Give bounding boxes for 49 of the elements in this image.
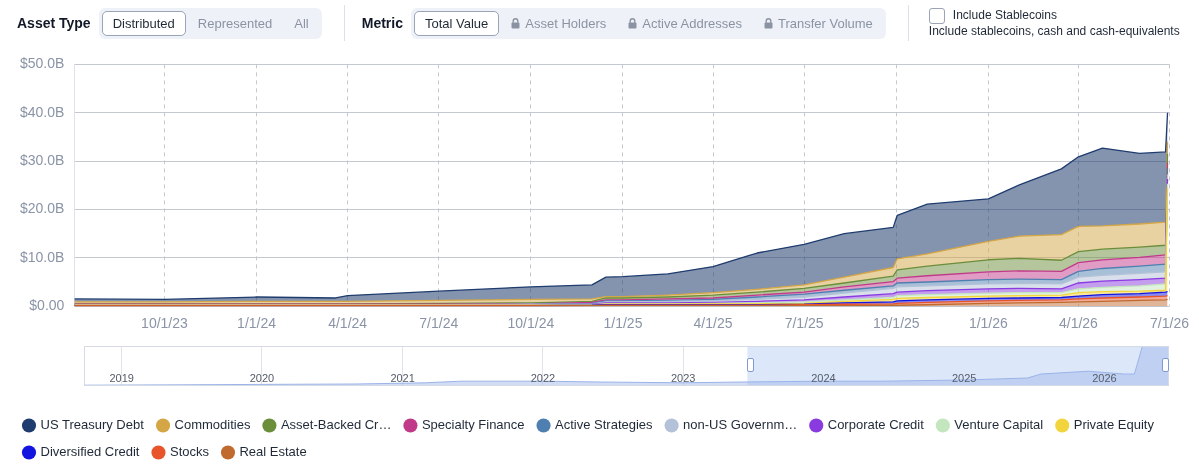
legend-label: Private Equity xyxy=(1073,417,1155,433)
y-tick-label: $30.0B xyxy=(20,151,65,168)
legend-label: Diversified Credit xyxy=(40,444,140,460)
x-tick-label: 7/1/26 xyxy=(1150,315,1190,332)
x-tick-label: 7/1/24 xyxy=(419,315,459,332)
text: All xyxy=(293,14,310,33)
legend-label: US Treasury Debt xyxy=(40,417,145,433)
legend-label: Specialty Finance xyxy=(421,417,525,433)
x-tick-label: 10/1/23 xyxy=(141,315,189,332)
legend-label: non-US Governm… xyxy=(683,417,798,433)
x-tick-label: 1/1/25 xyxy=(603,315,643,332)
text: Metric xyxy=(361,15,403,31)
x-tick-label: 4/1/25 xyxy=(693,315,733,332)
y-tick-label: $10.0B xyxy=(20,248,65,265)
text: Active Addresses xyxy=(641,14,743,33)
legend-label: Venture Capital xyxy=(954,417,1044,433)
x-tick-label: 4/1/26 xyxy=(1058,315,1099,332)
x-tick-label: 10/1/25 xyxy=(872,315,920,332)
legend-label: Stocks xyxy=(169,444,210,460)
legend-label: Real Estate xyxy=(239,444,307,460)
x-tick-label: 1/1/24 xyxy=(237,315,277,332)
x-tick-label: 7/1/25 xyxy=(784,315,824,332)
x-tick-label: 2021 xyxy=(390,371,416,384)
y-tick-label: $40.0B xyxy=(20,103,65,120)
y-tick-label: $0.00 xyxy=(29,297,65,314)
text: Distributed xyxy=(101,10,186,36)
text: Transfer Volume xyxy=(776,14,874,33)
text: Asset Holders xyxy=(524,14,608,33)
x-tick-label: 1/1/26 xyxy=(968,315,1009,332)
x-tick-label: 2026 xyxy=(1092,371,1118,384)
legend-label: Corporate Credit xyxy=(827,417,925,433)
text: Include stablecoins, cash and cash-equivalents xyxy=(928,23,1180,39)
x-tick-label: 2025 xyxy=(952,371,977,384)
x-tick-label: 4/1/24 xyxy=(328,315,368,332)
text: Total Value xyxy=(413,10,500,36)
legend-label: Commodities xyxy=(174,417,251,433)
x-tick-label: 2020 xyxy=(250,371,275,384)
x-tick-label: 2023 xyxy=(671,371,696,384)
x-tick-label: 2022 xyxy=(531,371,556,384)
x-tick-label: 10/1/24 xyxy=(507,315,555,332)
legend-label: Asset-Backed Cr… xyxy=(280,417,392,433)
text: Represented xyxy=(196,14,274,33)
x-tick-label: 2019 xyxy=(109,371,135,384)
y-tick-label: $20.0B xyxy=(20,200,65,217)
legend-label: Active Strategies xyxy=(555,417,654,433)
y-tick-label: $50.0B xyxy=(20,55,65,72)
text: Asset Type xyxy=(17,15,91,31)
x-tick-label: 2024 xyxy=(811,371,837,384)
text: Include Stablecoins xyxy=(951,7,1058,24)
